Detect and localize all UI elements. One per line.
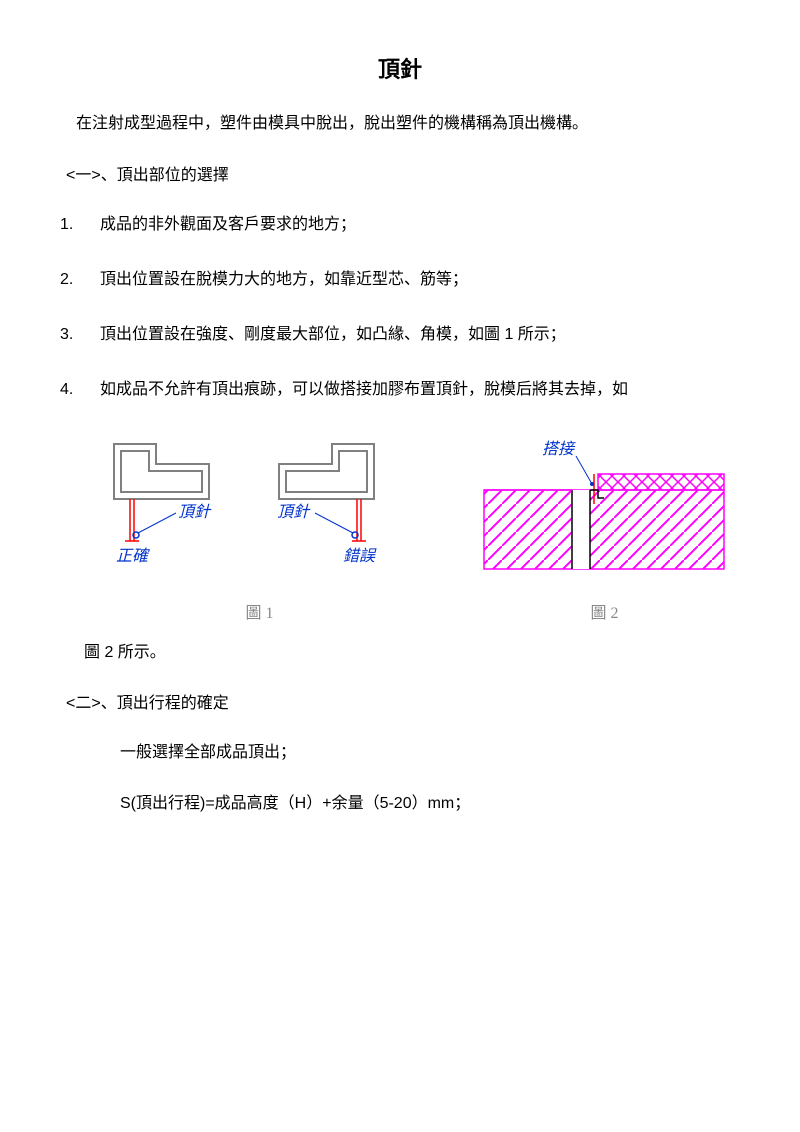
svg-text:頂針: 頂針 bbox=[277, 503, 311, 521]
list-item-1: 1. 成品的非外觀面及客戶要求的地方； bbox=[60, 211, 740, 240]
list-num: 2. bbox=[60, 266, 100, 295]
section2-p2: S(頂出行程)=成品高度（H）+余量（5-20）mm； bbox=[120, 790, 740, 819]
list-item-3: 3. 頂出位置設在強度、剛度最大部位，如凸緣、角模，如圖 1 所示； bbox=[60, 321, 740, 350]
fig1-caption: 圖 1 bbox=[245, 600, 273, 629]
figure-2: 搭接 圖 2 bbox=[469, 434, 740, 629]
after-fig-text: 圖 2 所示。 bbox=[84, 639, 740, 668]
list-item-4: 4. 如成品不允許有頂出痕跡，可以做搭接加膠布置頂針，脫模后將其去掉，如 bbox=[60, 376, 740, 405]
fig2-svg: 搭接 bbox=[474, 434, 734, 594]
figure-1: 頂針正確 頂針錯誤 圖 1 bbox=[90, 434, 429, 629]
list-num: 1. bbox=[60, 211, 100, 240]
svg-text:正確: 正確 bbox=[116, 547, 150, 565]
section-1-head: <一>、頂出部位的選擇 bbox=[66, 162, 740, 191]
section2-p1: 一般選擇全部成品頂出； bbox=[120, 739, 740, 768]
svg-text:搭接: 搭接 bbox=[542, 440, 576, 458]
list-num: 3. bbox=[60, 321, 100, 350]
list-item-2: 2. 頂出位置設在脫模力大的地方，如靠近型芯、筋等； bbox=[60, 266, 740, 295]
list-num: 4. bbox=[60, 376, 100, 405]
list-text: 如成品不允許有頂出痕跡，可以做搭接加膠布置頂針，脫模后將其去掉，如 bbox=[100, 376, 740, 405]
section-2-head: <二>、頂出行程的確定 bbox=[66, 690, 740, 719]
figures-row: 頂針正確 頂針錯誤 圖 1 搭接 圖 2 bbox=[60, 434, 740, 629]
svg-text:錯誤: 錯誤 bbox=[343, 547, 377, 565]
list-text: 頂出位置設在強度、剛度最大部位，如凸緣、角模，如圖 1 所示； bbox=[100, 321, 740, 350]
fig1-svg: 頂針正確 頂針錯誤 bbox=[104, 434, 414, 594]
list-text: 頂出位置設在脫模力大的地方，如靠近型芯、筋等； bbox=[100, 266, 740, 295]
page-title: 頂針 bbox=[60, 50, 740, 90]
list-text: 成品的非外觀面及客戶要求的地方； bbox=[100, 211, 740, 240]
fig2-caption: 圖 2 bbox=[590, 600, 618, 629]
svg-text:頂針: 頂針 bbox=[178, 503, 212, 521]
intro-paragraph: 在注射成型過程中，塑件由模具中脫出，脫出塑件的機構稱為頂出機構。 bbox=[60, 110, 740, 139]
